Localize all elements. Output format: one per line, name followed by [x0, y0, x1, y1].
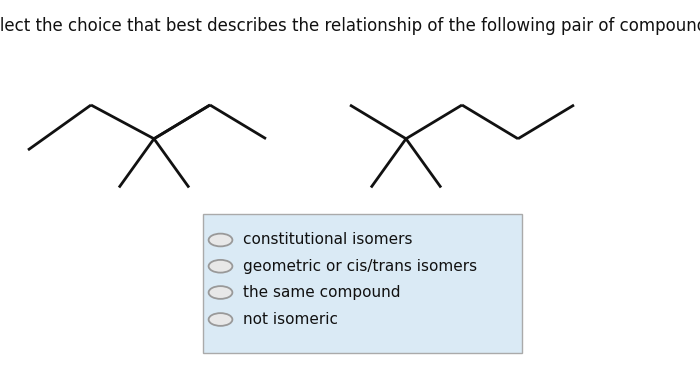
Text: not isomeric: not isomeric — [243, 312, 338, 327]
Text: the same compound: the same compound — [243, 285, 400, 300]
Text: constitutional isomers: constitutional isomers — [243, 232, 412, 248]
Text: Select the choice that best describes the relationship of the following pair of : Select the choice that best describes th… — [0, 17, 700, 35]
Text: geometric or cis/trans isomers: geometric or cis/trans isomers — [243, 259, 477, 274]
Circle shape — [209, 260, 232, 273]
FancyBboxPatch shape — [203, 214, 522, 352]
Circle shape — [209, 286, 232, 299]
Circle shape — [209, 234, 232, 246]
Circle shape — [209, 313, 232, 326]
